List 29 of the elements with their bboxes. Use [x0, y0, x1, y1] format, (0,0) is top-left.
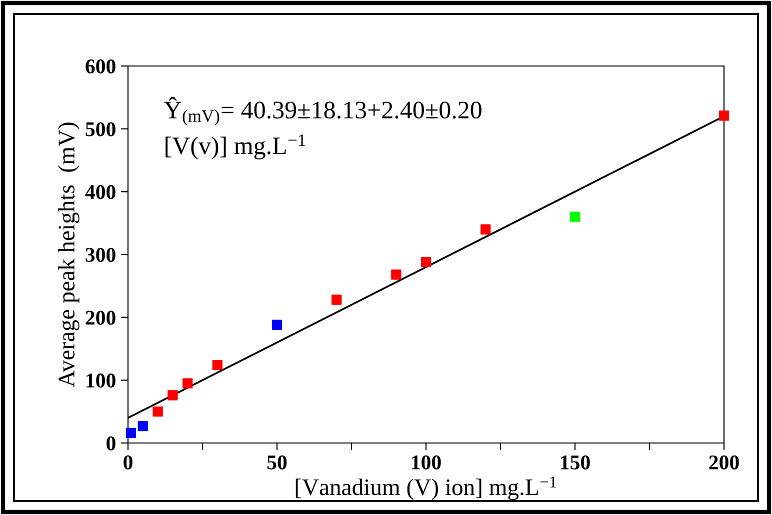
point [138, 420, 148, 432]
y-tick-label: 300 [86, 248, 116, 262]
x-tick-label: 100 [412, 455, 441, 470]
y-axis-title: Average peak heights (mV) [58, 122, 80, 388]
y-tick-label: 200 [86, 310, 116, 325]
x-tick-label: 50 [267, 455, 287, 470]
point [718, 110, 730, 121]
point [570, 212, 580, 222]
point [391, 270, 402, 280]
point [272, 320, 282, 330]
point [168, 390, 178, 400]
point [332, 294, 342, 305]
point [480, 224, 491, 234]
x-tick-label: 0 [124, 455, 132, 470]
point [126, 428, 136, 438]
y-tick-label: 500 [86, 122, 116, 136]
y-tick-label: 400 [85, 185, 116, 200]
x-axis-title: [Vanadium (V) ion] mg.L$^{−1}$ [296, 476, 556, 500]
x-tick-label: 150 [561, 455, 590, 470]
point [152, 406, 163, 417]
point [182, 378, 193, 388]
point [420, 256, 432, 268]
y-tick-label: 600 [86, 59, 116, 74]
y-tick-label: 0 [106, 436, 116, 450]
annotation: [V(v)] mg.L$^{−1}$ [166, 134, 306, 160]
y-tick-label: 100 [86, 374, 116, 388]
x-tick-label: 200 [709, 455, 739, 470]
annotation: Ŷ$_{(mV)}$= 40.39±18.13+2.40±0.20 [164, 96, 482, 126]
point [212, 360, 222, 370]
